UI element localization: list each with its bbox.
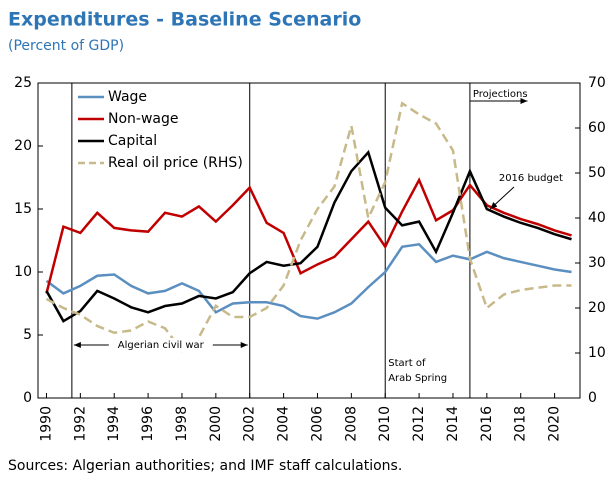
annotation-bg: [108, 338, 213, 352]
legend-label: Non-wage: [108, 111, 179, 127]
x-tick-label: 2006: [309, 406, 325, 442]
source-note: Sources: Algerian authorities; and IMF s…: [8, 458, 402, 474]
chart-subtitle: (Percent of GDP): [8, 38, 124, 54]
series-line: [45, 101, 572, 353]
y2-tick-label: 50: [588, 165, 606, 181]
y2-tick-label: 10: [588, 345, 606, 361]
x-tick-label: 1990: [38, 406, 54, 442]
x-tick-label: 2014: [445, 406, 461, 442]
y2-tick-label: 30: [588, 255, 606, 271]
y2-tick-label: 20: [588, 300, 606, 316]
y-tick-label: 25: [14, 75, 32, 91]
y2-tick-label: 70: [588, 75, 606, 91]
series-line: [45, 242, 572, 320]
x-tick-label: 1998: [174, 406, 190, 442]
x-tick-label: 2002: [242, 406, 258, 442]
x-tick-label: 2004: [276, 406, 292, 442]
legend-label: Real oil price (RHS): [108, 155, 243, 171]
annotation: Projections: [473, 89, 528, 100]
x-tick-label: 1992: [72, 406, 88, 442]
y-tick-label: 20: [14, 138, 32, 154]
annotation: Arab Spring: [388, 373, 447, 384]
series-line: [45, 149, 572, 323]
annotation: 2016 budget: [499, 173, 563, 184]
y-tick-label: 5: [23, 327, 32, 343]
y2-tick-label: 40: [588, 210, 606, 226]
annotation: Start of: [388, 358, 426, 369]
x-tick-label: 2008: [343, 406, 359, 442]
x-tick-label: 1994: [106, 406, 122, 442]
x-tick-label: 2000: [208, 406, 224, 442]
x-tick-label: 2012: [411, 406, 427, 442]
legend-label: Capital: [108, 133, 157, 149]
y2-tick-label: 0: [588, 390, 597, 406]
annotation-arrow: [489, 186, 515, 210]
x-tick-label: 1996: [140, 406, 156, 442]
x-tick-label: 2016: [479, 406, 495, 442]
y-tick-label: 10: [14, 264, 32, 280]
x-tick-label: 2018: [513, 406, 529, 442]
y-tick-label: 15: [14, 201, 32, 217]
annotation: Algerian civil war: [118, 340, 205, 351]
x-tick-label: 2020: [547, 406, 563, 442]
x-tick-label: 2010: [377, 406, 393, 442]
legend-label: Wage: [108, 89, 147, 105]
y2-tick-label: 60: [588, 120, 606, 136]
chart-title: Expenditures - Baseline Scenario: [8, 9, 361, 31]
series-line: [45, 177, 572, 294]
y-tick-label: 0: [23, 390, 32, 406]
plot-frame: [37, 82, 581, 399]
